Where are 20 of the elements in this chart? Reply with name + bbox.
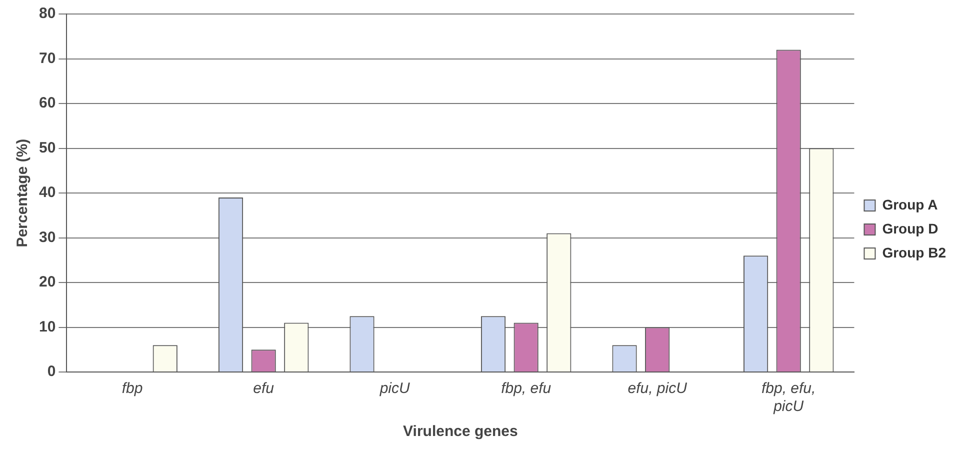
- y-tick-label: 50: [38, 139, 56, 156]
- x-tick-label: fbp: [122, 380, 143, 398]
- y-tick-label: 80: [38, 5, 56, 22]
- x-tick-label: efu: [253, 380, 275, 398]
- y-tick-label: 60: [38, 94, 56, 112]
- y-tick-label: 20: [38, 274, 56, 291]
- x-tick-label: picU: [378, 380, 410, 398]
- x-tick-label: efu, picU: [628, 380, 688, 398]
- y-tick-label: 40: [38, 184, 56, 202]
- x-tick-label: fbp, efu: [501, 380, 552, 398]
- y-tick-label: 30: [38, 228, 56, 246]
- y-tick-label: 70: [38, 50, 56, 67]
- y-tick-label: 10: [38, 318, 56, 336]
- legend-label: Group D: [882, 220, 938, 236]
- legend-label: Group B2: [882, 244, 946, 260]
- x-tick-label: fbp, efu, picU: [761, 380, 816, 416]
- legend-label: Group A: [882, 196, 938, 212]
- y-tick-label: 0: [47, 363, 56, 380]
- x-axis-title: Virulence genes: [403, 423, 518, 440]
- y-axis-title: Percentage (%): [14, 138, 32, 248]
